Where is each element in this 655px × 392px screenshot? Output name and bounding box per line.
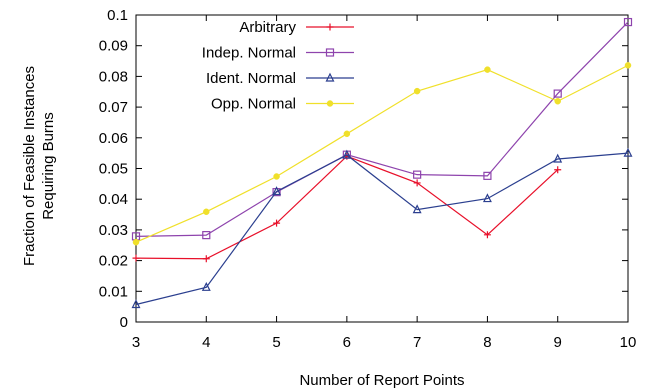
data-point-ident-normal bbox=[131, 299, 141, 309]
data-point-opp-normal bbox=[484, 66, 491, 73]
data-point-ident-normal bbox=[201, 281, 211, 291]
data-point-indep-normal bbox=[202, 231, 211, 240]
y-tick-label: 0.09 bbox=[99, 38, 128, 55]
plot-area: 3 4 5 6 7 8 9 10 0 0.01 0.02 0.03 0.04 0.05 0.06 0.07 0.… bbox=[99, 7, 637, 351]
data-point-opp-normal bbox=[554, 98, 561, 105]
x-tick-label: 5 bbox=[272, 334, 280, 351]
data-point-ident-normal bbox=[412, 204, 422, 214]
x-tick-label: 9 bbox=[554, 334, 562, 351]
y-tick-label: 0.04 bbox=[99, 191, 128, 208]
y-tick-label: 0.01 bbox=[99, 283, 128, 300]
series-line-indep-normal bbox=[135, 21, 629, 237]
data-point-arbitrary bbox=[273, 219, 281, 227]
data-point-indep-normal bbox=[623, 17, 633, 27]
legend-marker-arbitrary bbox=[326, 23, 334, 31]
data-point-ident-normal bbox=[272, 186, 282, 196]
data-point-opp-normal bbox=[413, 87, 421, 95]
y-tick-label: 0.05 bbox=[99, 161, 128, 178]
data-point-opp-normal bbox=[343, 130, 351, 138]
x-tick-label: 8 bbox=[483, 334, 491, 351]
data-point-ident-normal bbox=[482, 193, 492, 203]
legend-label-ident-normal: Ident. Normal bbox=[206, 70, 296, 87]
data-point-arbitrary bbox=[413, 179, 421, 187]
series-line-arbitrary bbox=[135, 155, 559, 260]
series-indep-normal bbox=[131, 17, 633, 241]
y-axis-label: Fraction of Feasible Instances Requiring… bbox=[21, 66, 57, 266]
data-point-ident-normal bbox=[553, 153, 563, 163]
x-axis-label: Number of Report Points bbox=[299, 372, 464, 389]
y-tick-label: 0.02 bbox=[99, 253, 128, 270]
y-tick-label: 0 bbox=[120, 314, 128, 331]
data-point-indep-normal bbox=[483, 171, 492, 180]
y-tick-label: 0.08 bbox=[99, 68, 128, 85]
series-line-opp-normal bbox=[135, 64, 629, 243]
series-opp-normal bbox=[132, 62, 632, 246]
data-point-arbitrary bbox=[132, 254, 140, 262]
data-point-arbitrary bbox=[483, 231, 491, 239]
legend-label-indep-normal: Indep. Normal bbox=[202, 45, 296, 62]
data-point-opp-normal bbox=[624, 62, 632, 69]
legend-label-arbitrary: Arbitrary bbox=[239, 19, 296, 36]
data-point-opp-normal bbox=[203, 208, 210, 216]
legend: Arbitrary Indep. Normal Ident. Normal Opp. … bbox=[202, 19, 354, 113]
y-tick-label: 0.1 bbox=[107, 7, 128, 24]
data-point-ident-normal bbox=[623, 147, 633, 157]
series-line-ident-normal bbox=[135, 152, 629, 306]
legend-marker-ident-normal bbox=[325, 72, 335, 82]
data-point-opp-normal bbox=[273, 173, 280, 180]
x-tick-label: 4 bbox=[202, 334, 210, 351]
data-point-indep-normal bbox=[413, 170, 422, 179]
y-axis-label-line-1: Fraction of Feasible Instances bbox=[21, 66, 38, 266]
data-point-arbitrary bbox=[202, 255, 210, 263]
x-tick-label: 6 bbox=[343, 334, 351, 351]
series-ident-normal bbox=[131, 147, 633, 309]
y-axis-label-line-2: Requiring Burns bbox=[40, 112, 57, 220]
data-point-ident-normal bbox=[342, 149, 352, 159]
legend-marker-indep-normal bbox=[325, 48, 335, 57]
y-tick-label: 0.07 bbox=[99, 99, 128, 116]
x-tick-label: 10 bbox=[620, 334, 637, 351]
data-point-arbitrary bbox=[554, 166, 562, 174]
data-point-opp-normal bbox=[132, 238, 140, 246]
data-point-indep-normal bbox=[553, 89, 562, 98]
series-arbitrary bbox=[132, 152, 562, 263]
legend-marker-opp-normal bbox=[326, 100, 334, 107]
y-tick-label: 0.06 bbox=[99, 130, 128, 147]
x-tick-label: 3 bbox=[132, 334, 140, 351]
x-tick-label: 7 bbox=[413, 334, 421, 351]
y-tick-label: 0.03 bbox=[99, 222, 128, 239]
legend-label-opp-normal: Opp. Normal bbox=[211, 96, 296, 113]
